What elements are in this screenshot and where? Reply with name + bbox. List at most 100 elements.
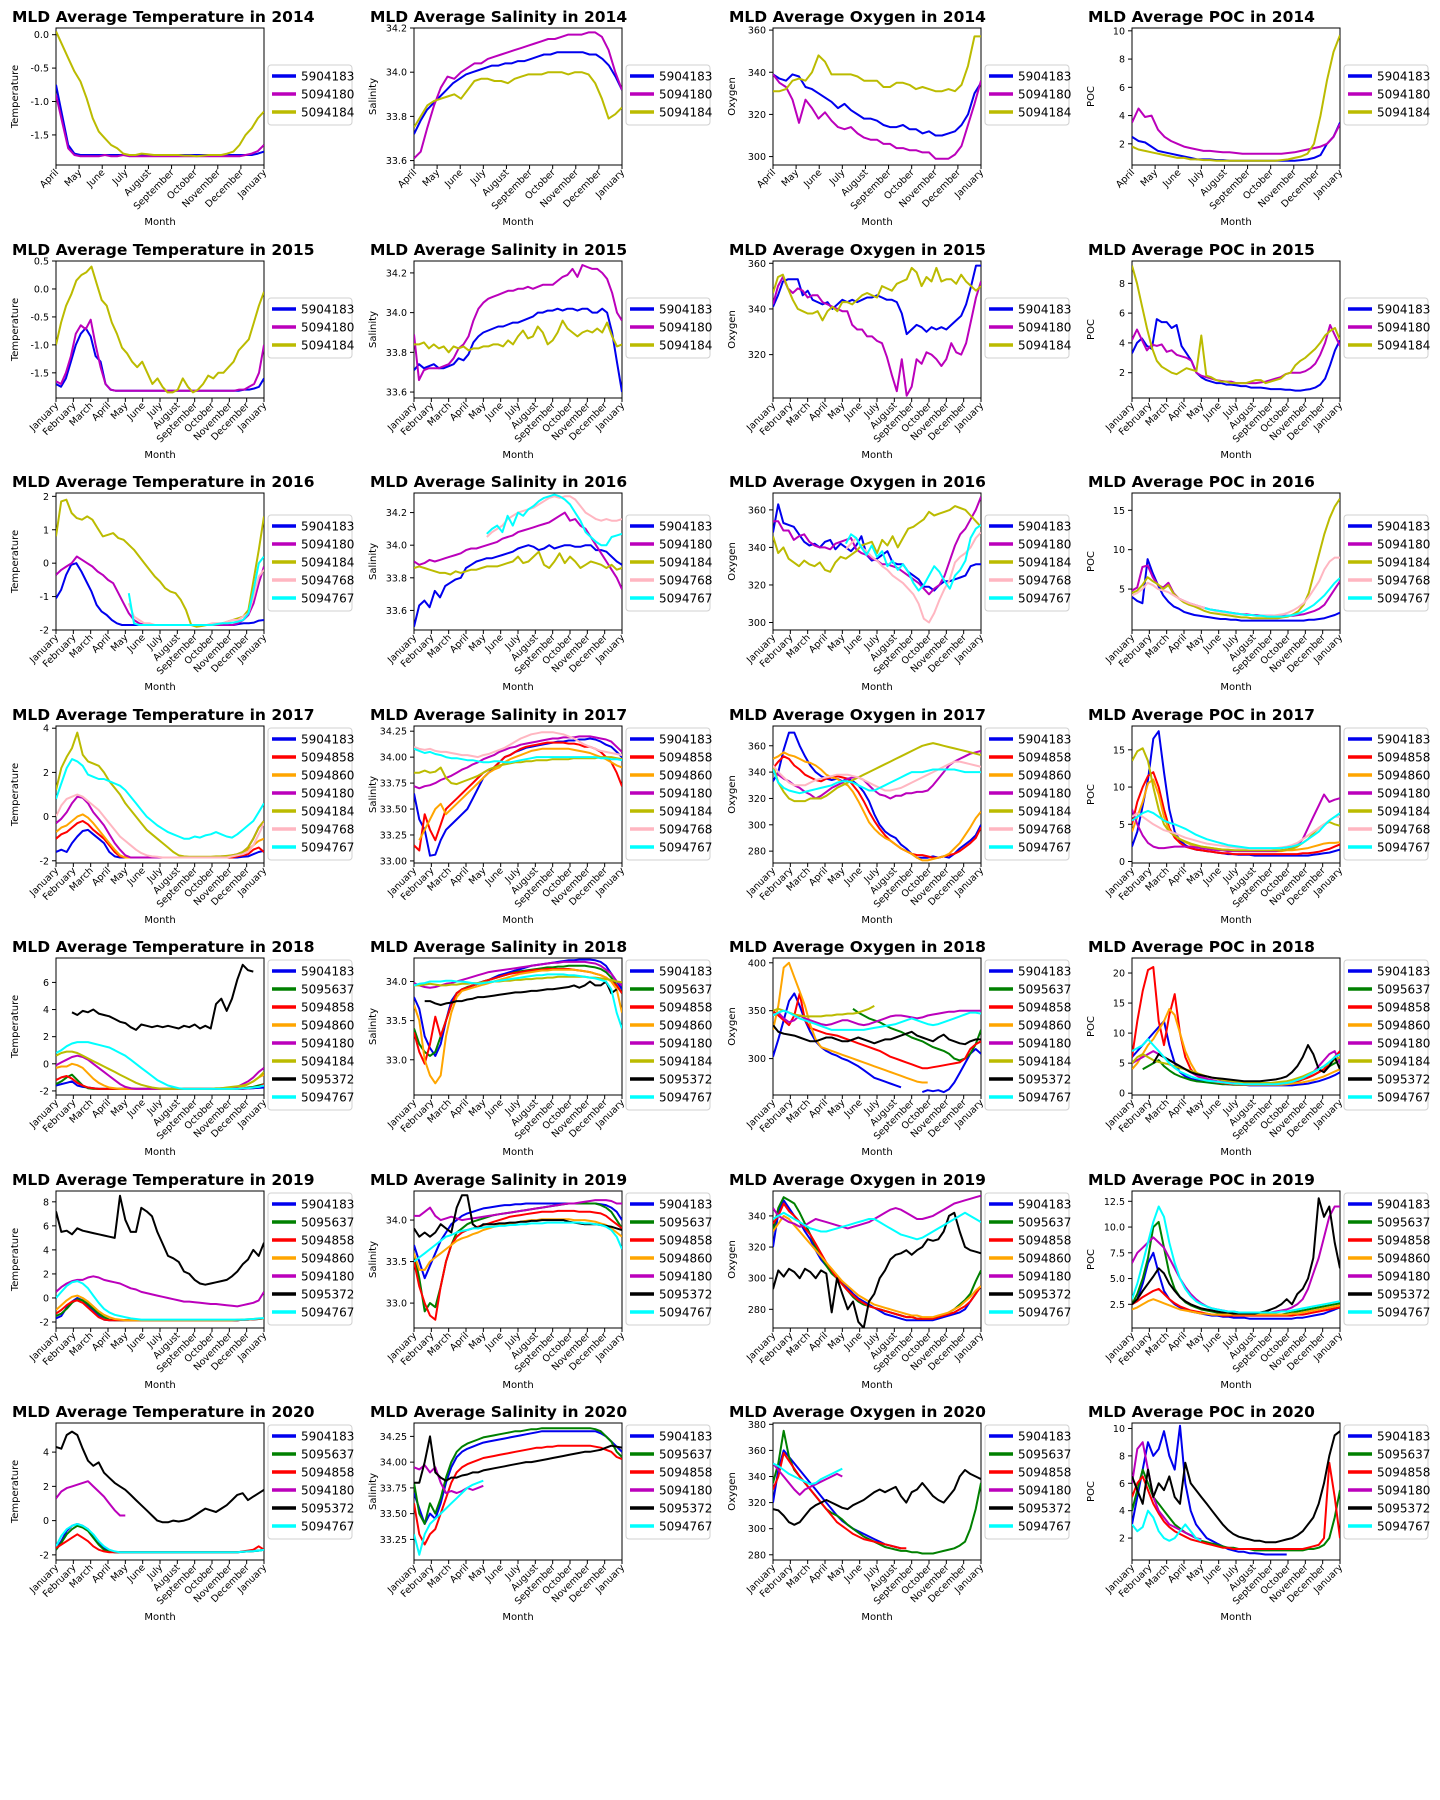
legend-label: 5094180 <box>1018 538 1071 552</box>
y-tick-label: 33.50 <box>380 1509 407 1520</box>
y-tick-label: 2 <box>1119 1534 1125 1545</box>
y-tick-label: 33.25 <box>380 1535 407 1546</box>
x-tick-label: April <box>448 1330 471 1353</box>
y-tick-label: 2.5 <box>1110 1299 1125 1310</box>
legend-box <box>1343 727 1429 860</box>
legend-label: 5094858 <box>1018 1001 1071 1015</box>
legend-label: 5095372 <box>301 1073 354 1087</box>
y-tick-label: -1.5 <box>30 368 49 379</box>
x-axis-label: Month <box>144 1380 175 1391</box>
chart-svg: MLD Average Oxygen in 2017 360 340 320 300 28… <box>727 706 1071 926</box>
y-tick-label: 0 <box>1119 857 1125 868</box>
x-tick-label: April <box>90 865 113 888</box>
x-axis-label: Month <box>1220 1612 1251 1623</box>
y-tick-label: 34.0 <box>386 308 407 319</box>
y-tick-label: 2 <box>43 1269 49 1280</box>
y-tick-label: 2 <box>1119 139 1125 150</box>
series-line <box>773 503 981 592</box>
series-line <box>773 1214 981 1318</box>
chart-title: MLD Average Salinity in 2018 <box>370 938 627 956</box>
chart-svg: MLD Average Oxygen in 2016360340320300Ja… <box>727 473 1071 693</box>
legend-label: 5094184 <box>1377 106 1430 120</box>
legend-label: 5094767 <box>301 1520 354 1534</box>
legend-label: 5094180 <box>301 1484 354 1498</box>
x-tick-label: June <box>483 400 506 423</box>
x-axis-label: Month <box>1220 217 1251 228</box>
legend-label: 5094184 <box>1377 556 1430 570</box>
series-line <box>127 569 264 626</box>
legend-label: 5095372 <box>1018 1287 1071 1301</box>
legend-label: 5904183 <box>301 732 354 746</box>
legend-label: 5094180 <box>1377 88 1430 102</box>
chart-svg: MLD Average POC in 20158642JanuaryFebrua… <box>1086 241 1430 461</box>
x-tick-label: April <box>448 1562 471 1585</box>
series-line <box>414 511 622 590</box>
y-tick-label: 280 <box>748 1550 766 1561</box>
legend-label: 5094184 <box>1018 556 1071 570</box>
series-line <box>56 1297 264 1321</box>
x-tick-label: May <box>109 1097 131 1119</box>
legend-label: 5094180 <box>1377 1037 1430 1051</box>
chart-title: MLD Average POC in 2017 <box>1088 706 1315 724</box>
y-tick-label: 33.50 <box>380 804 407 815</box>
y-tick-label: 8 <box>43 1197 49 1208</box>
series-line <box>414 550 622 576</box>
series-line <box>773 73 981 137</box>
legend-label: 5904183 <box>1377 1197 1430 1211</box>
legend-label: 5094860 <box>1018 768 1071 782</box>
legend-label: 5094180 <box>1377 538 1430 552</box>
legend-label: 5904183 <box>659 70 712 84</box>
series-line <box>414 734 622 789</box>
legend-label: 5904183 <box>301 1430 354 1444</box>
chart-panel: MLD Average POC in 2020 10 8 6 4 2 January Febr… <box>1076 1395 1436 1627</box>
series-line <box>1132 1038 1340 1086</box>
y-tick-label: 10 <box>1113 782 1125 793</box>
y-tick-label: 4 <box>1119 1506 1125 1517</box>
plot-frame <box>1131 725 1341 863</box>
y-tick-label: 20 <box>1113 969 1125 980</box>
legend-label: 5094860 <box>1377 1019 1430 1033</box>
chart-title: MLD Average Temperature in 2020 <box>12 1403 315 1421</box>
y-tick-label: 300 <box>748 1054 766 1065</box>
legend-label: 5095372 <box>301 1502 354 1516</box>
series-line <box>414 71 622 128</box>
legend-label: 5095637 <box>1377 1448 1430 1462</box>
series-line <box>773 1469 981 1526</box>
chart-title: MLD Average Salinity in 2015 <box>370 241 627 259</box>
y-tick-label: -0.5 <box>30 312 49 323</box>
series-line <box>1132 558 1340 622</box>
y-axis-label: Salinity <box>368 78 379 115</box>
legend-label: 5904183 <box>1018 1430 1071 1444</box>
x-tick-label: April <box>38 167 61 190</box>
x-tick-label: May <box>467 1097 489 1119</box>
chart-svg: MLD Average POC in 201615105JanuaryFebru… <box>1086 473 1430 693</box>
x-axis-label: Month <box>861 1147 892 1158</box>
legend-label: 5094768 <box>1018 574 1071 588</box>
y-tick-label: 8 <box>1119 55 1125 66</box>
legend-label: 5094860 <box>301 1251 354 1265</box>
y-axis-label: Salinity <box>368 1473 379 1510</box>
legend-box <box>267 959 353 1111</box>
y-tick-label: 4 <box>43 1005 49 1016</box>
legend-label: 5094184 <box>659 556 712 570</box>
series-line <box>56 555 264 626</box>
y-tick-label: 33.25 <box>380 830 407 841</box>
y-axis-label: Salinity <box>368 543 379 580</box>
x-tick-label: April <box>90 1330 113 1353</box>
legend-label: 5094768 <box>301 574 354 588</box>
y-tick-label: 340 <box>748 304 766 315</box>
y-tick-label: 340 <box>748 543 766 554</box>
x-tick-label: April <box>90 1097 113 1120</box>
series-line <box>71 963 254 1031</box>
plot-frame <box>413 260 623 398</box>
y-tick-label: -1.5 <box>30 130 49 141</box>
series-line <box>1132 778 1340 852</box>
series-line <box>414 1435 622 1484</box>
y-tick-label: 2 <box>43 1032 49 1043</box>
legend-label: 5095637 <box>659 1215 712 1229</box>
y-tick-label: 360 <box>748 258 766 269</box>
plot-frame <box>772 1190 982 1328</box>
y-tick-label: -1.0 <box>30 97 49 108</box>
